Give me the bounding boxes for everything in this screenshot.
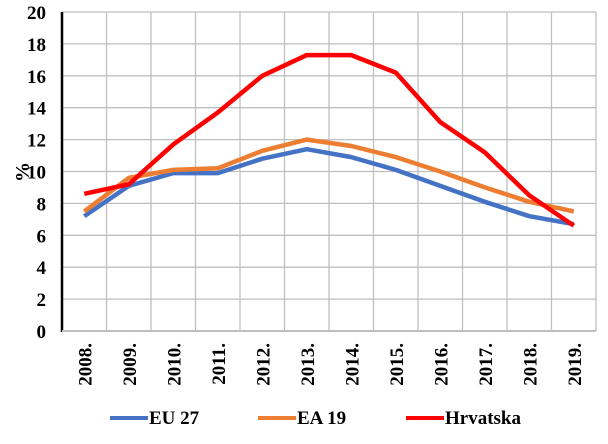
x-tick-label: 2015. [387,343,408,386]
y-tick-label: 10 [27,163,46,184]
y-tick-label: 4 [37,258,47,279]
legend-label: Hrvatska [445,408,522,429]
x-axis-ticks: 2008. 2009. 2010. 2011. 2012. 2013. 2014. 2015.… [75,343,586,386]
series-line-eu-27 [83,146,575,227]
y-axis-label: % [12,162,34,182]
y-tick-label: 0 [37,322,47,343]
legend: EU 27 EA 19 Hrvatska [110,408,522,429]
legend-label: EA 19 [297,408,346,429]
x-tick-label: 2010. [164,343,185,386]
y-tick-label: 18 [27,35,46,56]
y-tick-label: 20 [27,3,46,24]
x-tick-label: 2014. [342,343,363,386]
series-line-ea-19 [82,137,575,214]
y-tick-label: 16 [27,67,46,88]
x-tick-label: 2018. [520,343,541,386]
y-tick-label: 12 [27,131,46,152]
x-tick-label: 2017. [476,343,497,386]
x-tick-label: 2013. [298,343,319,386]
y-tick-label: 6 [37,226,47,247]
series-line-hrvatska [83,52,576,228]
x-tick-label: 2012. [253,343,274,386]
legend-label: EU 27 [149,408,200,429]
x-tick-label: 2011. [209,343,230,385]
y-tick-label: 2 [37,290,47,311]
x-tick-label: 2016. [431,343,452,386]
y-axis-ticks: 0 2 4 6 8 10 12 14 16 18 20 [27,3,47,343]
y-tick-label: 8 [37,194,47,215]
series-lines [82,52,576,228]
x-tick-label: 2019. [565,343,586,386]
x-tick-label: 2009. [120,343,141,386]
x-tick-label: 2008. [75,343,96,386]
y-tick-label: 14 [27,99,47,120]
